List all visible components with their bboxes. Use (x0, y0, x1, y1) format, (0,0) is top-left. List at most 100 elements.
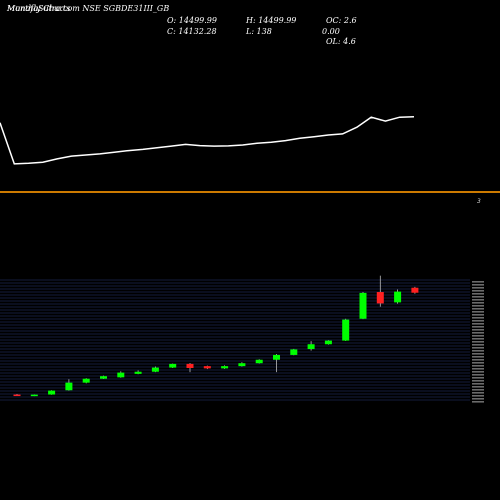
chart-overlay-title: Monthly Charts (7, 4, 71, 13)
candle (273, 354, 280, 373)
y-axis-tick (472, 329, 484, 331)
y-axis-tick (472, 371, 484, 373)
y-axis-tick (472, 290, 484, 292)
divider-label: 3 (477, 198, 481, 205)
y-axis-tick (472, 335, 484, 337)
candle (65, 379, 73, 391)
ohlc-low: L: 138 (246, 27, 272, 36)
y-axis-tick (472, 347, 484, 349)
candle (359, 292, 367, 320)
candle (151, 366, 159, 373)
candle-body (342, 319, 350, 341)
y-axis-tick (472, 362, 484, 364)
y-axis-tick (472, 296, 484, 298)
y-axis-tick (472, 353, 484, 355)
candle-body (134, 371, 142, 374)
candle-body (394, 291, 402, 303)
y-axis-tick (472, 377, 484, 379)
candle-body (273, 354, 280, 360)
y-axis-tick (472, 398, 484, 400)
y-axis-tick (472, 320, 484, 322)
candle-body (48, 390, 56, 395)
ohlc-high: H: 14499.99 (246, 16, 297, 25)
candle-body (221, 366, 229, 369)
candle-body (255, 359, 263, 364)
y-axis-tick (472, 332, 484, 334)
ohlc-oc: OC: 2.6 (326, 16, 357, 25)
ohlc-oc-overlap: 0.00 (322, 27, 340, 36)
candle (221, 365, 229, 369)
candle (394, 289, 402, 304)
candle (169, 363, 177, 369)
y-axis-ticks (472, 281, 484, 403)
candle (134, 370, 142, 375)
y-axis-tick (472, 326, 484, 328)
line-series (0, 115, 415, 165)
y-axis-tick (472, 308, 484, 310)
y-axis-tick (472, 323, 484, 325)
y-axis-tick (472, 305, 484, 307)
y-axis-tick (472, 299, 484, 301)
y-axis-tick (472, 368, 484, 370)
ohlc-ol: OL: 4.6 (326, 37, 356, 46)
y-axis-tick (472, 395, 484, 397)
candle (30, 394, 38, 397)
y-axis-tick (472, 401, 484, 403)
y-axis-tick (472, 338, 484, 340)
candle-body (82, 378, 90, 383)
candle-body (30, 394, 38, 397)
y-axis-tick (472, 302, 484, 304)
chart-title: MunafaSutra.com NSE SGBDE31III_GB (7, 4, 170, 13)
candle (100, 375, 107, 380)
candle-body (117, 372, 125, 378)
candle-body (151, 367, 159, 372)
y-axis-tick (472, 374, 484, 376)
y-axis-tick (472, 314, 484, 316)
candle (238, 362, 246, 367)
candle-body (203, 366, 211, 369)
candle (82, 378, 90, 384)
candle (342, 318, 350, 341)
y-axis-tick (472, 317, 484, 319)
candle-body (169, 363, 177, 368)
candle (255, 359, 263, 364)
candle (203, 365, 211, 370)
y-axis-tick (472, 380, 484, 382)
candle (324, 340, 332, 345)
y-axis-tick (472, 350, 484, 352)
candle-body (376, 292, 384, 304)
candle-body (307, 344, 315, 350)
y-axis-tick (472, 365, 484, 367)
y-axis-tick (472, 383, 484, 385)
y-axis-tick (472, 344, 484, 346)
candle-body (13, 394, 21, 397)
ohlc-open: O: 14499.99 (167, 16, 217, 25)
candle-body (238, 363, 246, 367)
candle-body (186, 363, 194, 369)
y-axis-tick (472, 293, 484, 295)
y-axis-tick (472, 311, 484, 313)
y-axis-tick (472, 386, 484, 388)
y-axis-tick (472, 389, 484, 391)
candle (411, 286, 419, 294)
candle (13, 394, 21, 397)
candle-body (100, 376, 107, 379)
candle-grid (0, 279, 470, 401)
y-axis-tick (472, 341, 484, 343)
y-axis-tick (472, 287, 484, 289)
candle (290, 348, 298, 356)
y-axis-tick (472, 281, 484, 283)
candle-body (411, 287, 419, 293)
y-axis-tick (472, 356, 484, 358)
y-axis-tick (472, 392, 484, 394)
y-axis-tick (472, 359, 484, 361)
candle (376, 275, 384, 307)
candle-body (290, 349, 298, 355)
candlestick-chart (13, 275, 419, 397)
candle-body (359, 292, 367, 319)
candle (48, 390, 56, 395)
ohlc-close: C: 14132.28 (167, 27, 217, 36)
candle (307, 341, 315, 351)
